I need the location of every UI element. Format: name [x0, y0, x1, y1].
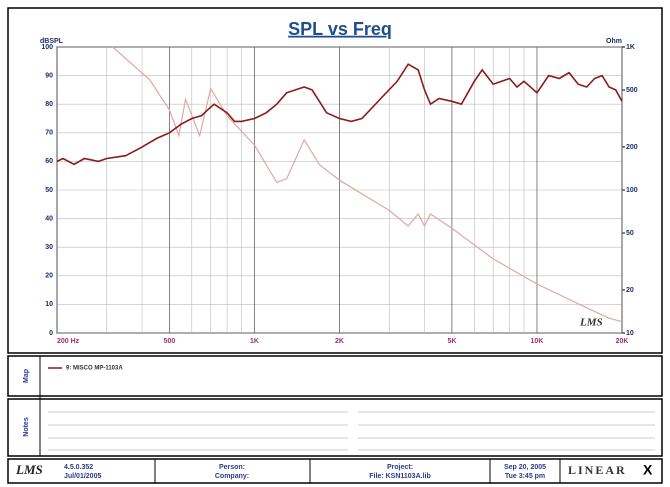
y-tick-label: 80 — [45, 101, 53, 108]
x-tick-label: 1K — [250, 338, 259, 345]
y-tick-label: 50 — [45, 187, 53, 194]
y-tick-label: 10 — [45, 301, 53, 308]
person: Person: — [219, 464, 245, 471]
x-tick-label: 5K — [447, 338, 456, 345]
y-axis-label: dBSPL — [40, 38, 64, 45]
notes-panel — [7, 398, 663, 457]
y-tick-label: 20 — [45, 273, 53, 280]
y-tick-label: 60 — [45, 158, 53, 165]
y2-axis-label: Ohm — [606, 38, 622, 45]
map-panel — [7, 355, 663, 397]
y-tick-label: 70 — [45, 130, 53, 137]
x-tick-label: 200 Hz — [57, 338, 80, 345]
y2-tick-label: 100 — [626, 187, 638, 194]
x-tick-label: 2K — [335, 338, 344, 345]
company: Company: — [215, 473, 249, 480]
file: File: KSN1103A.lib — [369, 473, 430, 480]
y-tick-label: 0 — [49, 330, 53, 337]
brand: LINEAR — [568, 463, 627, 477]
brand-mark: X — [643, 462, 653, 478]
footer — [7, 458, 663, 484]
series-line — [56, 63, 623, 166]
y-tick-label: 40 — [45, 215, 53, 222]
footer-dividers — [154, 459, 561, 483]
y2-tick-label: 1K — [626, 44, 635, 51]
time: Tue 3:45 pm — [505, 473, 545, 480]
y2-tick-label: 50 — [626, 230, 634, 237]
date: Sep 20, 2005 — [504, 464, 546, 471]
legend-entry: 9: MISCO MP-1103A — [66, 366, 123, 372]
y2-tick-label: 20 — [626, 287, 634, 294]
x-tick-label: 500 — [164, 338, 176, 345]
project: Project: — [387, 464, 413, 471]
series-line — [112, 46, 623, 323]
map-label: Map — [23, 369, 30, 383]
y2-tick-label: 500 — [626, 87, 638, 94]
footer-logo: LMS — [15, 462, 43, 477]
x-tick-label: 10K — [531, 338, 544, 345]
y-tick-label: 30 — [45, 244, 53, 251]
y2-tick-label: 10 — [626, 330, 634, 337]
y-tick-label: 100 — [41, 44, 53, 51]
version: 4.5.0.352 — [64, 464, 93, 471]
y2-tick-label: 200 — [626, 144, 638, 151]
x-tick-label: 20K — [616, 338, 629, 345]
chart-title: SPL vs Freq — [288, 19, 392, 39]
watermark: LMS — [579, 317, 603, 329]
version-date: Jul/01/2005 — [64, 473, 101, 480]
notes-label: Notes — [23, 417, 30, 437]
y-tick-label: 90 — [45, 72, 53, 79]
note-lines — [48, 411, 655, 451]
